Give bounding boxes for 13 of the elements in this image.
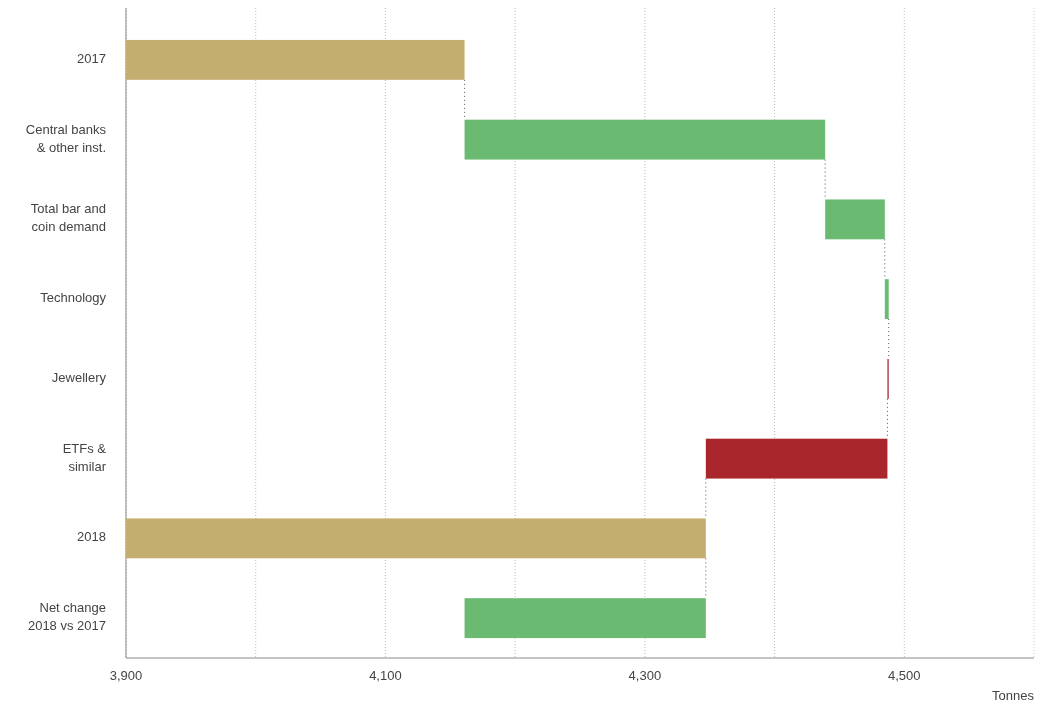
y-tick-label: Net change 2018 vs 2017 <box>27 600 106 634</box>
y-tick-label: Technology <box>40 290 107 306</box>
x-tick-label: 4,300 <box>628 668 662 683</box>
y-tick-label: 2018 <box>77 529 106 545</box>
y-tick-label: ETFs & similar <box>62 441 107 475</box>
x-tick-label: 4,100 <box>369 668 402 683</box>
y-tick-label: Jewellery <box>51 370 107 386</box>
y-tick-label: 2017 <box>77 51 106 67</box>
x-axis-title: Tonnes <box>992 688 1035 703</box>
y-tick-label: Total bar and coin demand <box>30 201 106 235</box>
x-tick-label: 3,900 <box>109 668 143 683</box>
y-tick-label: Central banks & other inst. <box>25 122 107 156</box>
x-tick-label: 4,500 <box>888 668 921 683</box>
